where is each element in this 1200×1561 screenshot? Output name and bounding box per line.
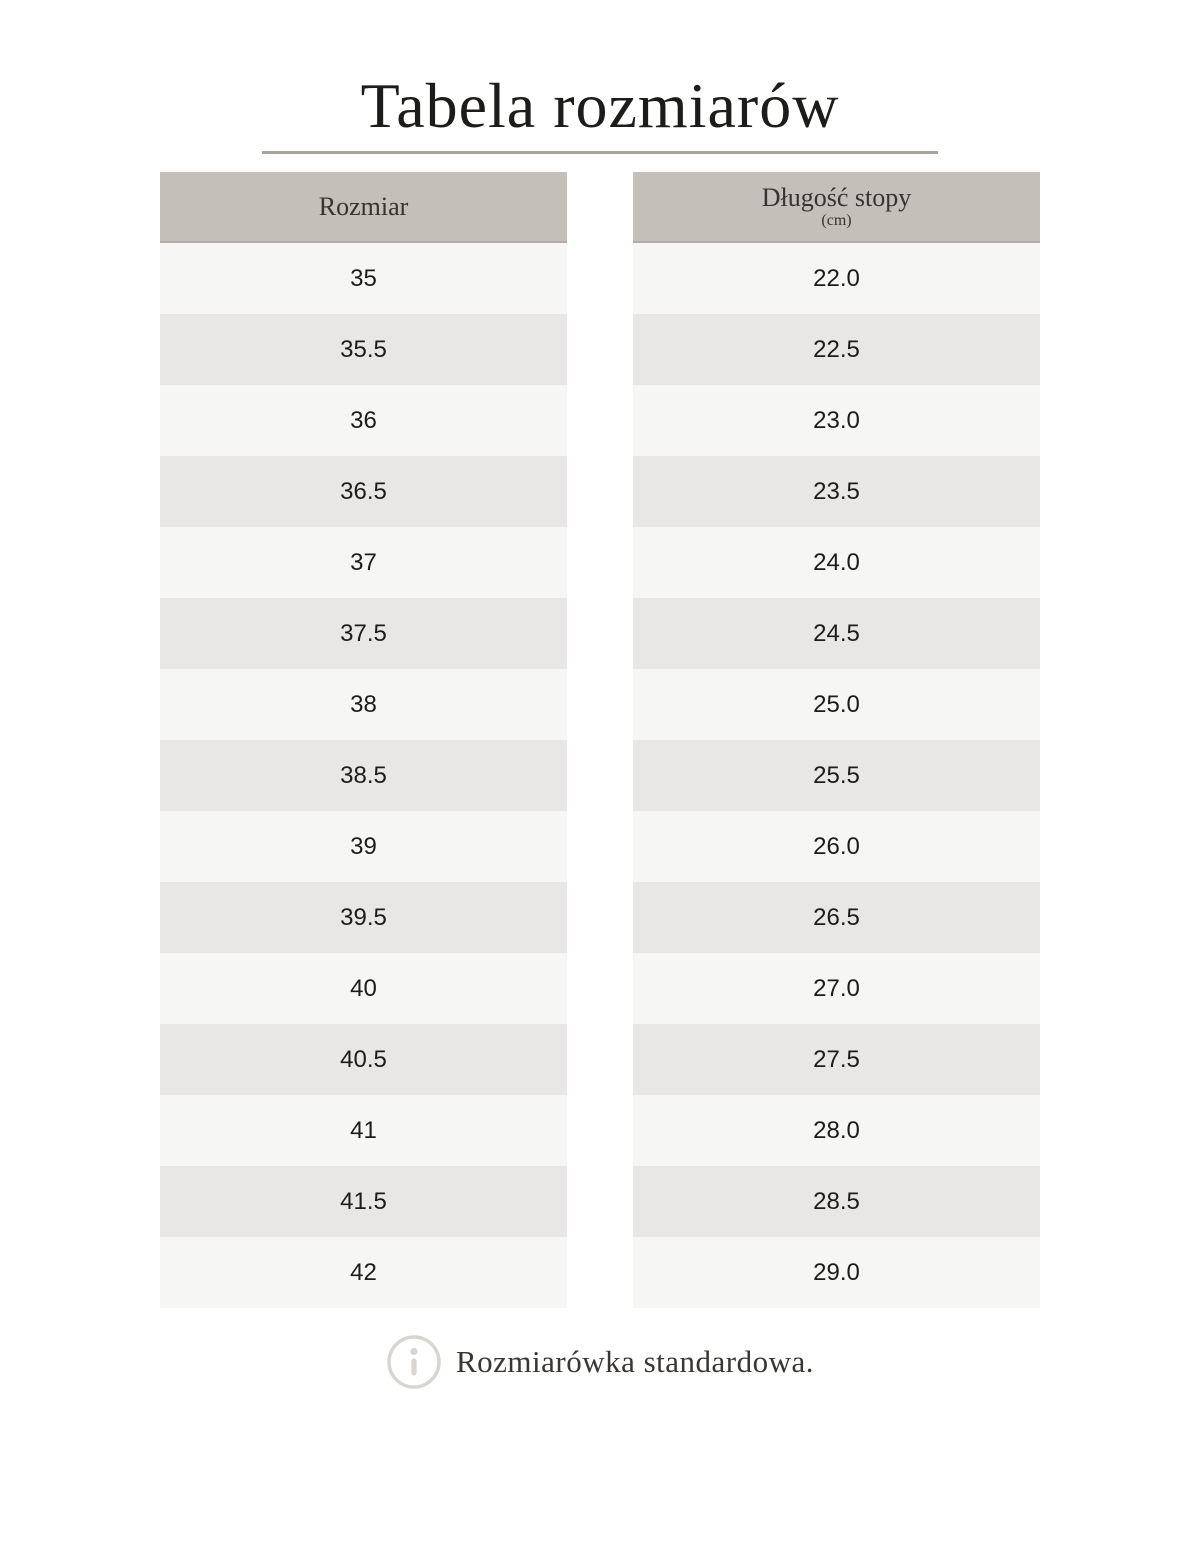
size-cell: 38: [160, 669, 567, 741]
size-chart-page: Tabela rozmiarów Rozmiar 35 35.5 36 36.5 37 3…: [0, 72, 1200, 1561]
length-cell: 27.0: [633, 953, 1040, 1025]
size-cell: 35.5: [160, 314, 567, 386]
length-cell: 23.0: [633, 385, 1040, 457]
length-column-rows: 22.0 22.5 23.0 23.5 24.0 24.5 25.0 25.5 26.0 26.5…: [633, 243, 1040, 1309]
length-cell: 25.5: [633, 740, 1040, 812]
size-cell: 40: [160, 953, 567, 1025]
size-column: Rozmiar 35 35.5 36 36.5 37 37.5 38 38.5 39 39.5 40…: [160, 172, 567, 1309]
size-cell: 39: [160, 811, 567, 883]
size-cell: 37.5: [160, 598, 567, 670]
page-title: Tabela rozmiarów: [360, 70, 840, 141]
size-cell: 41.5: [160, 1166, 567, 1238]
length-cell: 28.5: [633, 1166, 1040, 1238]
size-cell: 41: [160, 1095, 567, 1167]
size-cell: 35: [160, 243, 567, 315]
length-cell: 28.0: [633, 1095, 1040, 1167]
length-cell: 26.5: [633, 882, 1040, 954]
size-cell: 42: [160, 1237, 567, 1309]
length-cell: 24.0: [633, 527, 1040, 599]
size-column-rows: 35 35.5 36 36.5 37 37.5 38 38.5 39 39.5 40 40.5 41 41…: [160, 243, 567, 1309]
length-cell: 29.0: [633, 1237, 1040, 1309]
length-cell: 23.5: [633, 456, 1040, 528]
size-cell: 40.5: [160, 1024, 567, 1096]
size-cell: 36.5: [160, 456, 567, 528]
footnote-text: Rozmiarówka standardowa.: [455, 1344, 815, 1380]
size-column-header-label: Rozmiar: [318, 192, 409, 222]
length-column-header: Długość stopy (cm): [633, 172, 1040, 244]
length-cell: 25.0: [633, 669, 1040, 741]
title-underline: [262, 151, 938, 155]
length-cell: 22.5: [633, 314, 1040, 386]
length-column: Długość stopy (cm) 22.0 22.5 23.0 23.5 24.0 2…: [633, 172, 1040, 1309]
size-column-header: Rozmiar: [160, 172, 567, 244]
size-cell: 39.5: [160, 882, 567, 954]
length-cell: 27.5: [633, 1024, 1040, 1096]
footnote: Rozmiarówka standardowa.: [0, 1334, 1200, 1390]
length-column-header-label: Długość stopy: [761, 183, 912, 213]
size-table: Rozmiar 35 35.5 36 36.5 37 37.5 38 38.5 39 39.5 40…: [160, 172, 1040, 1309]
length-cell: 24.5: [633, 598, 1040, 670]
size-cell: 38.5: [160, 740, 567, 812]
length-column-header-unit: (cm): [821, 211, 852, 229]
size-cell: 37: [160, 527, 567, 599]
info-icon: [387, 1335, 441, 1389]
length-cell: 26.0: [633, 811, 1040, 883]
size-cell: 36: [160, 385, 567, 457]
length-cell: 22.0: [633, 243, 1040, 315]
